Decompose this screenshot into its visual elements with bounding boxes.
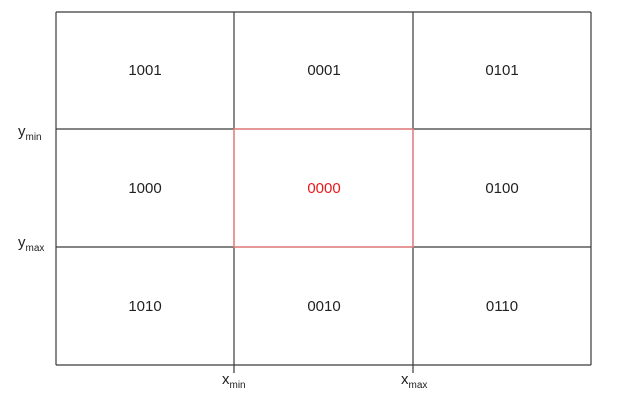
x-min-label: xmin xyxy=(222,371,246,391)
region-code-middle-right: 0100 xyxy=(485,180,518,197)
x-min-label-base: x xyxy=(222,371,230,388)
region-code-top-center: 0001 xyxy=(307,62,340,79)
y-min-label-base: y xyxy=(18,123,26,140)
x-max-label-sub: max xyxy=(409,380,428,391)
y-min-label: ymin xyxy=(18,123,42,143)
clip-window-rect xyxy=(233,128,414,248)
y-max-label: ymax xyxy=(18,234,44,254)
region-code-middle-left: 1000 xyxy=(128,180,161,197)
region-code-window: 0000 xyxy=(307,180,340,197)
region-code-bottom-left: 1010 xyxy=(128,298,161,315)
x-max-label-base: x xyxy=(401,371,409,388)
y-min-label-sub: min xyxy=(26,132,42,143)
y-max-label-sub: max xyxy=(26,243,45,254)
y-max-label-base: y xyxy=(18,234,26,251)
region-code-top-left: 1001 xyxy=(128,62,161,79)
region-code-bottom-center: 0010 xyxy=(307,298,340,315)
region-code-bottom-right: 0110 xyxy=(486,298,518,315)
x-min-label-sub: min xyxy=(230,380,246,391)
region-code-top-right: 0101 xyxy=(485,62,518,79)
x-max-label: xmax xyxy=(401,371,427,391)
region-codes: 1001 0001 0101 1000 0000 0100 1010 0010 … xyxy=(128,62,518,315)
